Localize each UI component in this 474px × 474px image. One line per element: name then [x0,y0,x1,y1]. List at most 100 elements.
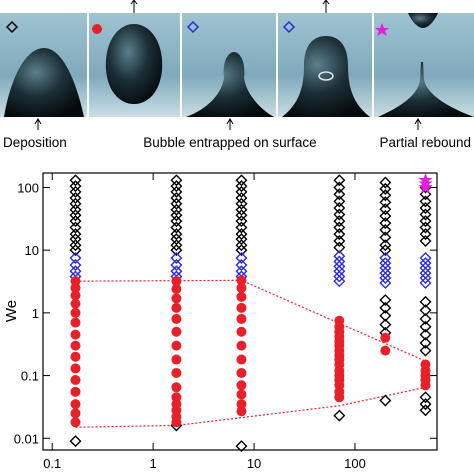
data-point [236,302,247,313]
data-point [236,380,247,391]
data-point [419,276,432,289]
data-point [170,185,183,198]
data-point [235,185,248,198]
data-point [70,399,81,410]
data-point [171,367,182,378]
data-point [171,382,182,393]
data-point [236,406,247,417]
data-point [235,221,248,234]
bubble [318,71,334,81]
data-point [69,191,82,204]
data-point [235,191,248,204]
data-point [379,231,392,244]
data-point [379,176,392,189]
boundary-line [75,386,426,428]
data-point [379,182,392,195]
data-point [170,203,183,216]
data-point [235,258,248,271]
data-point [171,302,182,313]
data-point [419,304,432,317]
data-point [379,189,392,202]
data-point [379,271,392,284]
data-point [419,215,432,228]
data-point [419,328,432,341]
arrow [322,0,330,5]
data-point [334,392,345,403]
droplet [4,48,84,117]
data-point [333,188,346,201]
data-point [235,244,248,257]
data-point [236,282,247,293]
data-point [379,309,392,322]
data-point [70,408,81,419]
data-point [380,332,391,343]
data-point [170,233,183,246]
data-point [235,180,248,193]
data-point [379,301,392,314]
data-point [170,221,183,234]
caption: Deposition [3,135,67,150]
data-point [333,208,346,221]
data-point [170,244,183,257]
data-point [69,244,82,257]
data-point [419,235,432,247]
data-point [70,307,81,318]
data-point [170,197,183,210]
data-point [70,317,81,328]
data-point [170,174,183,187]
data-point [379,196,392,209]
data-point [69,215,82,228]
data-point [419,320,432,333]
arrow [130,0,138,5]
data-point [333,270,346,283]
data-point [170,239,183,252]
data-point [419,344,432,357]
icon [186,20,200,34]
data-point [419,228,432,241]
droplet [378,62,474,117]
data-point [69,180,82,193]
data-point [379,239,392,252]
data-point [418,179,433,194]
caption: Partial rebound [379,135,471,150]
data-point [236,291,247,302]
arrow [226,118,234,125]
data-point [333,409,346,422]
data-point [70,374,81,385]
data-point [236,354,247,365]
data-point [235,174,248,187]
data-point [235,209,248,222]
data-point [69,185,82,198]
droplet [408,13,438,28]
data-point [236,340,247,351]
data-point [333,228,346,241]
data-point [236,326,247,337]
x-tick-label: 100 [344,456,366,471]
data-point [69,233,82,246]
data-point [69,258,82,271]
data-point [235,228,248,241]
arrow [34,118,42,125]
data-point [70,363,81,374]
data-point [170,191,183,204]
data-point [419,398,432,411]
data-point [70,340,81,351]
data-point [170,209,183,222]
data-point [171,417,182,428]
droplet [282,36,370,117]
data-point [236,367,247,378]
droplet [105,24,163,104]
y-tick-label: 0.01 [14,431,39,446]
data-point [333,221,346,234]
data-point [235,233,248,246]
icon [5,20,19,34]
data-point [333,195,346,208]
data-point [333,202,346,215]
data-point [170,251,183,264]
data-point [379,210,392,223]
data-point [333,241,346,254]
y-axis-label: We [3,300,20,322]
data-point [379,276,392,289]
